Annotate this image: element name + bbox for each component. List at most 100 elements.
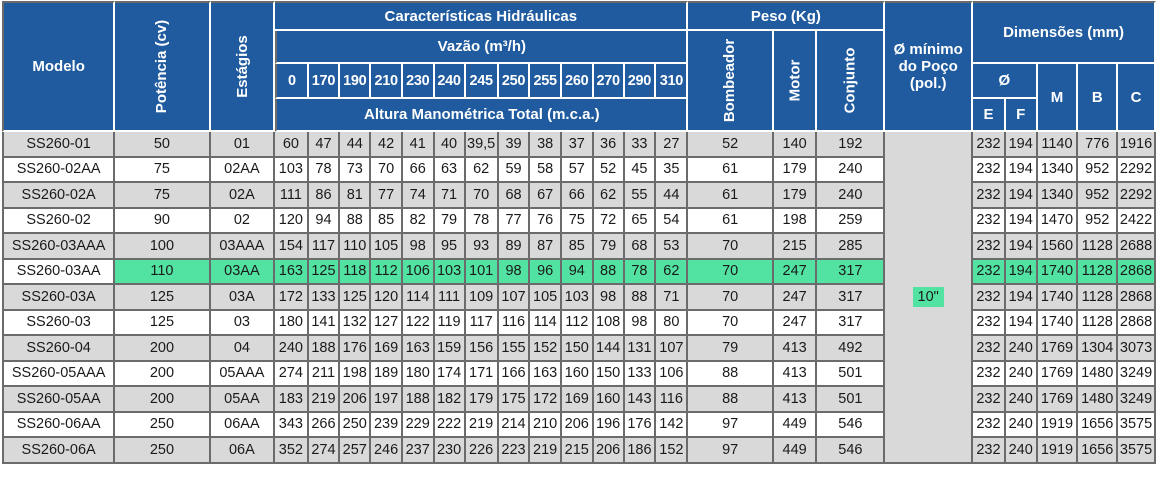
- potencia-cell: 200: [115, 336, 211, 362]
- altura-cell: 210: [530, 412, 562, 438]
- bombeador-header: Bombeador: [688, 31, 774, 132]
- modelo-cell: SS260-06A: [2, 438, 116, 464]
- e-cell: 232: [973, 234, 1006, 260]
- flow-header: 190: [340, 64, 372, 99]
- altura-cell: 78: [624, 259, 657, 285]
- peso-header: Peso (Kg): [688, 1, 886, 31]
- potencia-cell: 75: [115, 157, 211, 183]
- conjunto-cell: 501: [817, 387, 886, 413]
- estagios-cell: 06AA: [210, 412, 276, 438]
- altura-cell: 198: [340, 361, 372, 387]
- b-cell: 776: [1078, 132, 1119, 158]
- altura-cell: 101: [465, 259, 499, 285]
- altura-cell: 38: [530, 132, 562, 158]
- altura-cell: 111: [275, 183, 309, 209]
- altura-cell: 75: [561, 208, 594, 234]
- flow-header: 230: [402, 64, 435, 99]
- altura-cell: 93: [465, 234, 499, 260]
- modelo-cell: SS260-05AAA: [2, 361, 116, 387]
- altura-cell: 226: [465, 438, 499, 464]
- altura-cell: 71: [656, 285, 689, 311]
- altura-cell: 63: [434, 157, 466, 183]
- modelo-cell: SS260-04: [2, 336, 116, 362]
- altura-cell: 94: [561, 259, 594, 285]
- potencia-header: Potência (cv): [115, 1, 211, 132]
- b-cell: 1304: [1078, 336, 1119, 362]
- b-cell: 1480: [1078, 361, 1119, 387]
- altura-cell: 98: [498, 259, 531, 285]
- potencia-cell: 100: [115, 234, 211, 260]
- altura-cell: 96: [530, 259, 562, 285]
- f-cell: 194: [1005, 285, 1038, 311]
- altura-cell: 160: [593, 387, 625, 413]
- e-cell: 232: [973, 259, 1006, 285]
- altura-cell: 89: [498, 234, 531, 260]
- c-cell: 2292: [1118, 183, 1156, 209]
- altura-cell: 103: [275, 157, 309, 183]
- motor-cell: 247: [773, 259, 818, 285]
- altura-cell: 180: [275, 310, 309, 336]
- altura-cell: 60: [275, 132, 309, 158]
- altura-cell: 112: [371, 259, 403, 285]
- bombeador-cell: 52: [688, 132, 774, 158]
- altura-cell: 33: [624, 132, 657, 158]
- altura-cell: 27: [656, 132, 689, 158]
- vazao-header: Vazão (m³/h): [275, 31, 689, 64]
- altura-cell: 47: [308, 132, 341, 158]
- altura-cell: 85: [561, 234, 594, 260]
- c-header: C: [1118, 64, 1156, 132]
- altura-cell: 40: [434, 132, 466, 158]
- altura-cell: 186: [624, 438, 657, 464]
- e-cell: 232: [973, 310, 1006, 336]
- conjunto-cell: 240: [817, 157, 886, 183]
- table-row: SS260-06AA 250 06AA 343 266 250 239 229 222 219 21…: [2, 412, 1156, 438]
- motor-cell: 179: [773, 183, 818, 209]
- altura-cell: 105: [530, 285, 562, 311]
- altura-cell: 68: [498, 183, 531, 209]
- modelo-cell: SS260-03: [2, 310, 116, 336]
- phi-header: Ø: [973, 64, 1038, 99]
- b-cell: 1128: [1078, 285, 1119, 311]
- altura-cell: 352: [275, 438, 309, 464]
- altura-cell: 131: [624, 336, 657, 362]
- c-cell: 3073: [1118, 336, 1156, 362]
- motor-header: Motor: [773, 31, 818, 132]
- potencia-cell: 90: [115, 208, 211, 234]
- m-cell: 1740: [1037, 285, 1079, 311]
- altura-cell: 274: [308, 438, 341, 464]
- e-cell: 232: [973, 157, 1006, 183]
- bombeador-cell: 61: [688, 157, 774, 183]
- table-row: SS260-04 200 04 240 188 176 169 163 159 156 155 152…: [2, 336, 1156, 362]
- motor-cell: 247: [773, 310, 818, 336]
- altura-cell: 88: [340, 208, 372, 234]
- estagios-cell: 02: [210, 208, 276, 234]
- estagios-cell: 05AAA: [210, 361, 276, 387]
- altura-cell: 73: [340, 157, 372, 183]
- altura-cell: 152: [530, 336, 562, 362]
- e-cell: 232: [973, 412, 1006, 438]
- c-cell: 2868: [1118, 285, 1156, 311]
- altura-cell: 240: [275, 336, 309, 362]
- m-cell: 1140: [1037, 132, 1079, 158]
- conjunto-cell: 240: [817, 183, 886, 209]
- potencia-cell: 125: [115, 310, 211, 336]
- altura-cell: 169: [371, 336, 403, 362]
- potencia-cell: 50: [115, 132, 211, 158]
- altura-cell: 125: [340, 285, 372, 311]
- m-cell: 1740: [1037, 310, 1079, 336]
- table-body: SS260-01 50 01 60 47 44 42 41 40 39,5 39 38 37 36 33 27…: [2, 132, 1156, 464]
- motor-cell: 449: [773, 438, 818, 464]
- altura-cell: 72: [593, 208, 625, 234]
- altura-cell: 171: [465, 361, 499, 387]
- altura-cell: 116: [656, 387, 689, 413]
- table-row: SS260-05AAA 200 05AAA 274 211 198 189 180 174 171…: [2, 361, 1156, 387]
- altura-cell: 144: [593, 336, 625, 362]
- estagios-cell: 03AAA: [210, 234, 276, 260]
- altura-cell: 219: [530, 438, 562, 464]
- m-cell: 1919: [1037, 412, 1079, 438]
- conjunto-cell: 259: [817, 208, 886, 234]
- e-cell: 232: [973, 336, 1006, 362]
- estagios-cell: 02A: [210, 183, 276, 209]
- flow-header: 245: [465, 64, 499, 99]
- altura-cell: 119: [434, 310, 466, 336]
